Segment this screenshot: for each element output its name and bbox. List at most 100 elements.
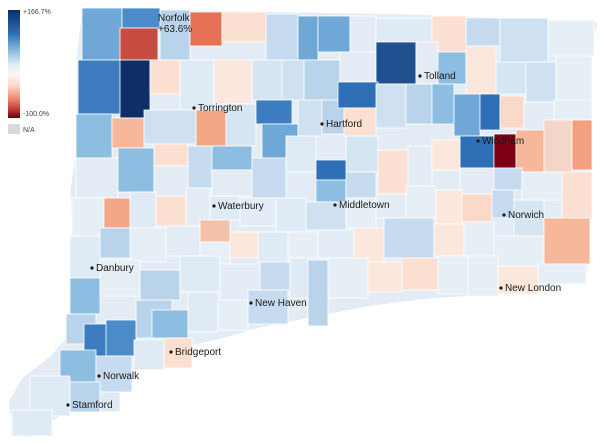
town-region: [401, 257, 439, 291]
town-region: [99, 391, 121, 413]
town-region: [129, 191, 157, 229]
city-label-waterbury: Waterbury: [218, 201, 264, 212]
town-region: [121, 7, 161, 29]
town-region: [179, 255, 221, 293]
legend-min-label: -100.0%: [23, 111, 49, 118]
town-region: [211, 169, 253, 197]
town-region: [349, 15, 377, 53]
town-region: [117, 147, 155, 193]
town-region: [375, 17, 433, 43]
town-region: [465, 17, 501, 47]
town-region: [281, 59, 305, 101]
town-region: [431, 139, 461, 171]
town-region: [211, 145, 253, 171]
town-region: [433, 223, 465, 257]
town-region: [255, 99, 293, 125]
town-region: [75, 113, 113, 159]
town-region: [437, 51, 467, 85]
town-region: [99, 259, 141, 297]
town-region: [339, 51, 377, 83]
town-region: [553, 99, 593, 121]
city-label-danbury: Danbury: [96, 263, 134, 274]
town-region: [265, 13, 299, 61]
town-region: [467, 255, 499, 297]
town-region: [69, 277, 101, 315]
city-marker: [320, 122, 324, 126]
legend-max-label: +166.7%: [23, 9, 51, 16]
town-region: [543, 217, 591, 265]
town-region: [217, 299, 249, 331]
town-region: [375, 41, 417, 85]
town-region: [155, 195, 187, 227]
town-region: [71, 197, 105, 237]
town-region: [303, 59, 341, 101]
city-label-norwalk: Norwalk: [103, 371, 140, 382]
city-label-new-london: New London: [505, 283, 561, 294]
town-region: [251, 59, 283, 101]
city-marker: [169, 350, 173, 354]
city-marker: [192, 106, 196, 110]
norfolk-annotation: Norfolk +63.6%: [158, 13, 192, 35]
town-region: [435, 189, 463, 225]
town-region: [163, 337, 193, 369]
town-region: [81, 7, 123, 61]
town-region: [285, 135, 317, 173]
legend-na-label: N/A: [23, 127, 35, 134]
town-region: [75, 157, 119, 199]
annotation-value: +63.6%: [158, 24, 192, 35]
town-region: [407, 145, 433, 187]
town-region: [537, 263, 587, 285]
city-labels: Tolland Torrington Hartford Windham Wate…: [66, 71, 561, 411]
town-region: [461, 193, 493, 223]
town-region: [543, 119, 573, 173]
town-region: [405, 185, 437, 219]
town-region: [499, 95, 525, 129]
town-region: [497, 265, 539, 295]
town-region: [367, 261, 403, 293]
city-label-new-haven: New Haven: [255, 298, 307, 309]
town-region: [287, 231, 319, 259]
town-region: [547, 19, 595, 57]
town-region: [317, 15, 351, 53]
town-region: [525, 61, 557, 103]
town-region: [179, 59, 215, 111]
town-region: [187, 291, 219, 333]
city-label-stamford: Stamford: [72, 400, 113, 411]
town-region: [345, 171, 377, 199]
town-region: [375, 83, 407, 129]
town-region: [259, 261, 291, 291]
town-region: [229, 231, 259, 259]
town-region: [297, 15, 319, 61]
town-region: [315, 179, 347, 203]
city-marker: [212, 204, 216, 208]
town-region: [437, 255, 469, 295]
town-region: [521, 171, 563, 201]
town-region: [77, 59, 123, 115]
town-region: [453, 93, 481, 137]
town-region: [133, 339, 165, 371]
town-region: [571, 119, 593, 171]
town-region: [327, 257, 369, 299]
town-region: [555, 55, 593, 101]
town-region: [459, 167, 495, 195]
town-region: [353, 227, 385, 263]
town-region: [239, 197, 277, 227]
town-region: [103, 197, 131, 229]
town-region: [493, 167, 523, 191]
town-region: [119, 27, 159, 61]
town-region: [221, 11, 267, 43]
city-marker: [476, 139, 480, 143]
legend-color-bar: [8, 10, 20, 118]
town-region: [315, 159, 349, 181]
town-region: [515, 129, 545, 173]
city-label-tolland: Tolland: [424, 71, 456, 82]
town-region: [149, 59, 181, 95]
city-marker: [97, 374, 101, 378]
town-region: [405, 83, 433, 125]
city-label-middletown: Middletown: [339, 200, 390, 211]
legend-na-swatch: [8, 124, 20, 134]
town-region: [153, 143, 189, 167]
town-region: [99, 227, 131, 259]
town-region: [297, 99, 323, 137]
